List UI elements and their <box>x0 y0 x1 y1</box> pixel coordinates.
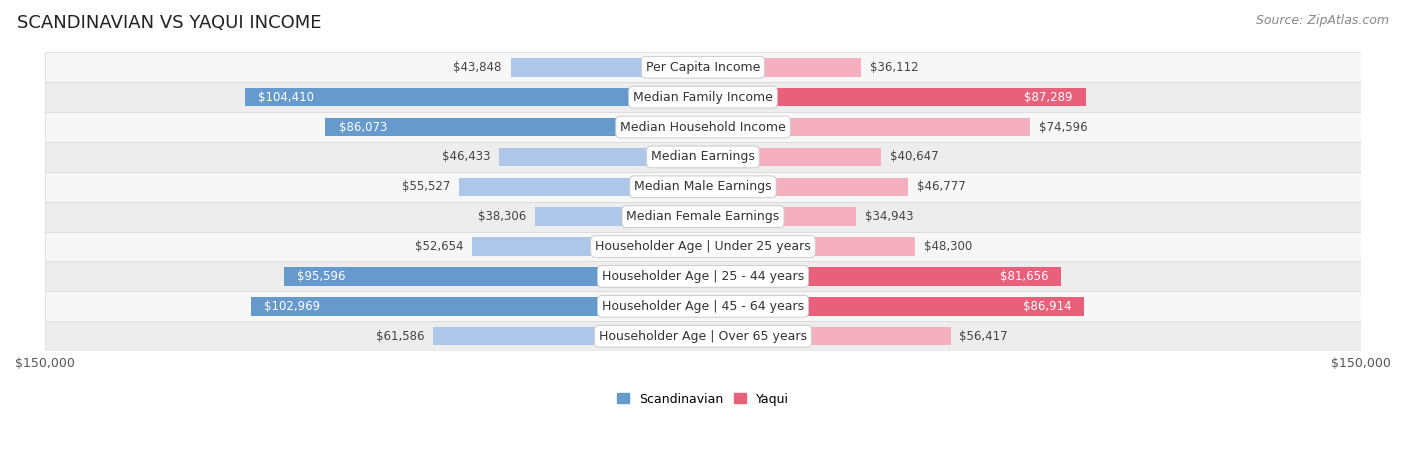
FancyBboxPatch shape <box>45 112 1361 142</box>
Text: $43,848: $43,848 <box>454 61 502 74</box>
Text: $55,527: $55,527 <box>402 180 451 193</box>
Text: $87,289: $87,289 <box>1025 91 1073 104</box>
Text: $95,596: $95,596 <box>297 270 346 283</box>
Bar <box>245 88 703 106</box>
Bar <box>703 267 1062 286</box>
Bar <box>499 148 703 166</box>
Text: Median Household Income: Median Household Income <box>620 120 786 134</box>
Legend: Scandinavian, Yaqui: Scandinavian, Yaqui <box>612 388 794 410</box>
Text: $74,596: $74,596 <box>1039 120 1088 134</box>
Bar <box>703 327 950 346</box>
Text: SCANDINAVIAN VS YAQUI INCOME: SCANDINAVIAN VS YAQUI INCOME <box>17 14 322 32</box>
Bar <box>510 58 703 77</box>
FancyBboxPatch shape <box>45 291 1361 321</box>
Bar <box>460 177 703 196</box>
Bar <box>325 118 703 136</box>
Text: $102,969: $102,969 <box>264 300 321 313</box>
Bar <box>703 88 1085 106</box>
Text: Householder Age | 45 - 64 years: Householder Age | 45 - 64 years <box>602 300 804 313</box>
FancyBboxPatch shape <box>45 232 1361 262</box>
Text: $48,300: $48,300 <box>924 240 972 253</box>
Text: $36,112: $36,112 <box>870 61 920 74</box>
Text: $104,410: $104,410 <box>259 91 314 104</box>
Bar <box>703 58 862 77</box>
FancyBboxPatch shape <box>45 172 1361 202</box>
Bar <box>703 148 882 166</box>
Text: Per Capita Income: Per Capita Income <box>645 61 761 74</box>
Text: Median Male Earnings: Median Male Earnings <box>634 180 772 193</box>
FancyBboxPatch shape <box>45 142 1361 172</box>
Text: $61,586: $61,586 <box>375 330 425 343</box>
FancyBboxPatch shape <box>45 202 1361 232</box>
Bar <box>433 327 703 346</box>
Text: $46,433: $46,433 <box>441 150 491 163</box>
Bar <box>703 297 1084 316</box>
Bar <box>703 207 856 226</box>
Bar <box>703 177 908 196</box>
Text: $86,914: $86,914 <box>1022 300 1071 313</box>
FancyBboxPatch shape <box>45 262 1361 291</box>
Text: $34,943: $34,943 <box>865 210 914 223</box>
Text: Source: ZipAtlas.com: Source: ZipAtlas.com <box>1256 14 1389 27</box>
Text: $81,656: $81,656 <box>1000 270 1047 283</box>
Bar <box>472 237 703 256</box>
Text: $46,777: $46,777 <box>917 180 966 193</box>
Bar <box>534 207 703 226</box>
Text: $86,073: $86,073 <box>339 120 387 134</box>
Text: $56,417: $56,417 <box>959 330 1008 343</box>
Text: Median Earnings: Median Earnings <box>651 150 755 163</box>
FancyBboxPatch shape <box>45 82 1361 112</box>
FancyBboxPatch shape <box>45 321 1361 351</box>
Text: $52,654: $52,654 <box>415 240 463 253</box>
Text: $38,306: $38,306 <box>478 210 526 223</box>
Text: Householder Age | Over 65 years: Householder Age | Over 65 years <box>599 330 807 343</box>
Text: $40,647: $40,647 <box>890 150 939 163</box>
FancyBboxPatch shape <box>45 52 1361 82</box>
Text: Median Family Income: Median Family Income <box>633 91 773 104</box>
Bar <box>284 267 703 286</box>
Bar <box>703 118 1031 136</box>
Bar <box>252 297 703 316</box>
Text: Householder Age | 25 - 44 years: Householder Age | 25 - 44 years <box>602 270 804 283</box>
Text: Householder Age | Under 25 years: Householder Age | Under 25 years <box>595 240 811 253</box>
Bar <box>703 237 915 256</box>
Text: Median Female Earnings: Median Female Earnings <box>627 210 779 223</box>
